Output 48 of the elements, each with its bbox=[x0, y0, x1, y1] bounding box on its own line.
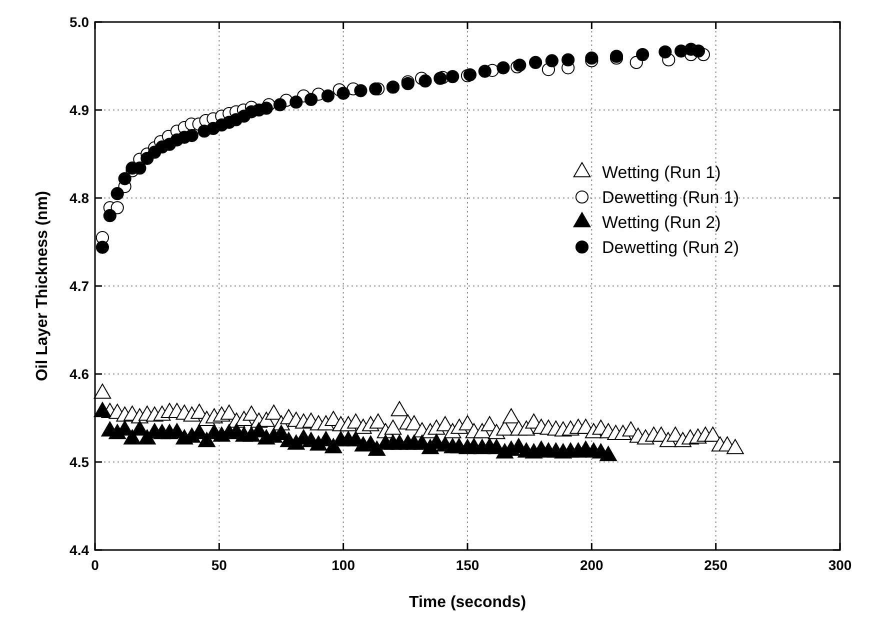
point bbox=[290, 96, 303, 109]
point bbox=[585, 52, 598, 65]
y-axis-title: Oil Layer Thickness (nm) bbox=[34, 190, 51, 382]
point bbox=[321, 89, 334, 102]
point bbox=[118, 172, 132, 186]
point bbox=[304, 92, 318, 106]
legend-label: Dewetting (Run 1) bbox=[602, 188, 740, 207]
legend-label: Wetting (Run 2) bbox=[602, 213, 721, 232]
point bbox=[446, 70, 460, 84]
x-tick-label: 50 bbox=[211, 557, 228, 573]
point bbox=[562, 53, 575, 66]
point bbox=[658, 45, 672, 58]
point bbox=[185, 128, 198, 142]
y-tick-label: 4.7 bbox=[70, 278, 90, 294]
point bbox=[478, 64, 492, 78]
point bbox=[463, 68, 477, 82]
point bbox=[545, 54, 558, 68]
point bbox=[418, 74, 432, 88]
x-axis-title: Time (seconds) bbox=[408, 594, 526, 611]
y-tick-label: 4.5 bbox=[70, 454, 90, 470]
x-tick-label: 200 bbox=[580, 557, 604, 573]
point bbox=[260, 102, 273, 115]
point bbox=[434, 72, 447, 85]
point bbox=[636, 48, 650, 62]
x-tick-label: 300 bbox=[828, 557, 852, 573]
point bbox=[103, 209, 116, 222]
y-tick-label: 4.8 bbox=[70, 190, 90, 206]
point bbox=[110, 201, 124, 214]
point bbox=[336, 86, 350, 100]
x-tick-label: 250 bbox=[704, 557, 728, 573]
point bbox=[369, 82, 382, 96]
legend-label: Dewetting (Run 2) bbox=[602, 238, 740, 257]
point bbox=[528, 56, 542, 70]
legend-label: Wetting (Run 1) bbox=[602, 163, 721, 182]
y-tick-label: 4.9 bbox=[70, 102, 90, 118]
x-tick-label: 150 bbox=[456, 557, 480, 573]
y-tick-label: 4.6 bbox=[70, 366, 90, 382]
point bbox=[354, 84, 368, 98]
x-tick-label: 100 bbox=[332, 557, 356, 573]
point bbox=[273, 98, 287, 112]
point bbox=[110, 187, 124, 200]
point bbox=[496, 61, 510, 74]
x-tick-label: 0 bbox=[91, 557, 100, 573]
point bbox=[692, 44, 706, 58]
point bbox=[96, 240, 110, 254]
y-tick-label: 5.0 bbox=[70, 14, 90, 30]
y-tick-label: 4.4 bbox=[70, 542, 90, 558]
point bbox=[513, 58, 526, 72]
